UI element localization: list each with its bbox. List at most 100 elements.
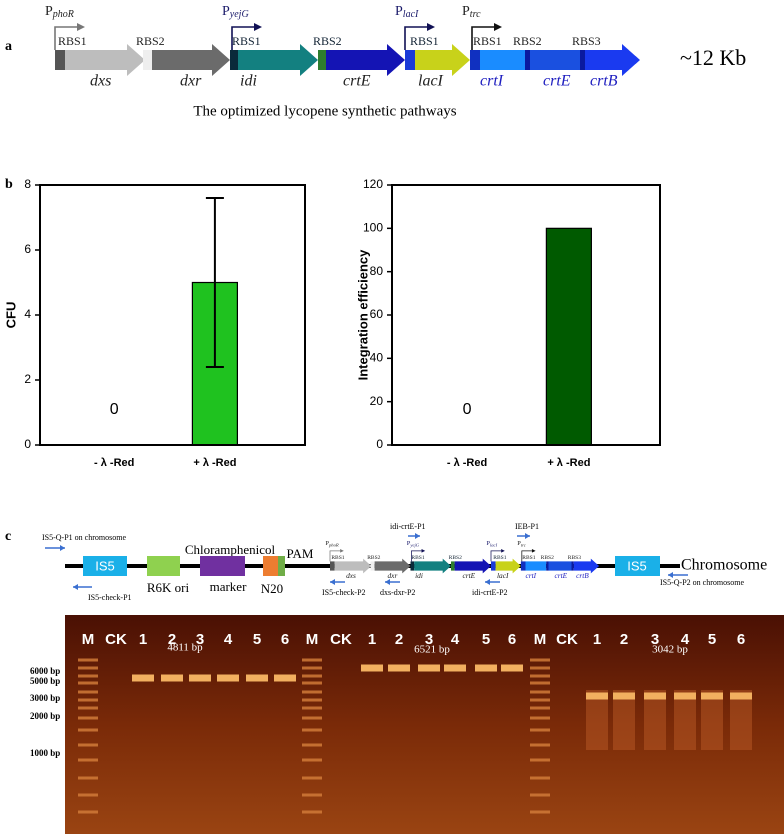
promoter-arrow bbox=[54, 26, 77, 50]
ladder-band bbox=[530, 706, 550, 710]
ladder-band bbox=[530, 681, 550, 685]
ladder-band bbox=[302, 793, 322, 797]
rbs bbox=[330, 561, 335, 571]
band bbox=[501, 664, 523, 672]
promoter-name: yejG bbox=[409, 542, 419, 547]
r6k-box bbox=[147, 556, 180, 576]
promoter-prefix: P bbox=[517, 540, 521, 547]
band bbox=[274, 674, 296, 682]
promoter-prefix: P bbox=[395, 4, 403, 19]
gene-name: crtI bbox=[480, 73, 504, 90]
y-tick-label: 20 bbox=[370, 394, 384, 408]
ladder-label: 1000 bp bbox=[30, 748, 60, 758]
gene-arrow bbox=[415, 44, 470, 76]
promoter-head bbox=[254, 23, 262, 31]
primer-head bbox=[73, 584, 78, 590]
ladder-band bbox=[530, 698, 550, 702]
lane-label: 6 bbox=[737, 631, 745, 648]
marker-box bbox=[200, 556, 245, 576]
promoter-label: Ptrc bbox=[462, 4, 481, 20]
y-tick-label: 40 bbox=[370, 351, 384, 365]
band bbox=[217, 674, 239, 682]
ladder-band bbox=[302, 743, 322, 747]
ladder-band bbox=[78, 690, 98, 694]
promoter-arrow bbox=[471, 26, 494, 50]
promoter-arrow bbox=[490, 550, 502, 562]
y-tick-label: 6 bbox=[24, 242, 31, 256]
gene-arrow bbox=[334, 558, 372, 574]
ladder-label: 6000 bp bbox=[30, 666, 60, 676]
promoter-label: PlacI bbox=[395, 4, 419, 20]
ladder-band bbox=[302, 810, 322, 814]
ladder-label: 2000 bp bbox=[30, 711, 60, 721]
promoter-label: PphoR bbox=[45, 4, 74, 20]
lane-label: CK bbox=[556, 631, 578, 648]
ladder-band bbox=[302, 716, 322, 720]
promoter-arrow bbox=[404, 26, 427, 50]
band bbox=[246, 674, 268, 682]
y-tick-label: 0 bbox=[376, 437, 383, 451]
y-tick-label: 8 bbox=[24, 177, 31, 191]
promoter-arrow bbox=[521, 550, 532, 562]
y-tick-label: 120 bbox=[363, 177, 383, 191]
promoter-label: PphoR bbox=[325, 540, 338, 547]
rbs-label: RBS2 bbox=[541, 555, 554, 561]
ladder-band bbox=[530, 743, 550, 747]
band bbox=[701, 692, 723, 700]
band bbox=[613, 692, 635, 700]
promoter-name: yejG bbox=[229, 9, 249, 20]
gene-name: lacI bbox=[418, 73, 444, 90]
gene-name: dxs bbox=[346, 571, 356, 580]
ladder-band bbox=[302, 681, 322, 685]
band bbox=[418, 664, 440, 672]
primer-head bbox=[668, 572, 673, 578]
panel-label: b bbox=[5, 177, 13, 192]
rbs bbox=[580, 50, 585, 70]
lane-label: 3 bbox=[196, 631, 204, 648]
promoter-name: phoR bbox=[52, 9, 74, 20]
chl-label: Chloramphenicol bbox=[185, 542, 276, 557]
ladder-band bbox=[530, 690, 550, 694]
x-tick-label: - λ -Red bbox=[94, 457, 134, 469]
primer-label: IEB-P1 bbox=[515, 522, 539, 531]
ladder-band bbox=[78, 810, 98, 814]
rbs-label: RBS3 bbox=[568, 555, 581, 561]
smear bbox=[674, 690, 696, 750]
gene-name: lacI bbox=[497, 571, 509, 580]
bar bbox=[545, 227, 592, 446]
ladder-band bbox=[78, 716, 98, 720]
ladder-band bbox=[302, 698, 322, 702]
rbs-label: RBS1 bbox=[410, 34, 439, 48]
gene-name: idi bbox=[240, 73, 257, 90]
gene-name: crtE bbox=[543, 73, 571, 90]
band bbox=[161, 674, 183, 682]
gene-name: crtI bbox=[526, 571, 537, 580]
ladder-band bbox=[78, 674, 98, 678]
promoter-arrow bbox=[329, 550, 341, 562]
ladder-band bbox=[530, 758, 550, 762]
rbs bbox=[525, 50, 530, 70]
primer-label: IS5-check-P1 bbox=[88, 593, 132, 602]
ladder-label: 5000 bp bbox=[30, 676, 60, 686]
gene-arrow bbox=[495, 558, 521, 574]
rbs bbox=[230, 50, 238, 70]
smear bbox=[644, 690, 666, 750]
caption: The optimized lycopene synthetic pathway… bbox=[193, 103, 456, 119]
promoter-prefix: P bbox=[45, 4, 53, 19]
lane-label: M bbox=[82, 631, 95, 648]
primer-label: idi-crtE-P1 bbox=[390, 522, 426, 531]
promoter-label: Ptrc bbox=[517, 540, 526, 547]
y-tick-label: 0 bbox=[24, 437, 31, 451]
ladder-band bbox=[530, 810, 550, 814]
ladder-band bbox=[78, 658, 98, 662]
pam-label: PAM bbox=[287, 546, 314, 561]
ladder-band bbox=[302, 758, 322, 762]
primer-label: IS5-Q-P2 on chromosome bbox=[660, 578, 744, 587]
primer-head bbox=[525, 533, 530, 539]
gene-name: crtB bbox=[590, 73, 618, 90]
pam-box bbox=[278, 556, 285, 576]
ladder-band bbox=[530, 793, 550, 797]
primer-label: idi-crtE-P2 bbox=[472, 588, 508, 597]
